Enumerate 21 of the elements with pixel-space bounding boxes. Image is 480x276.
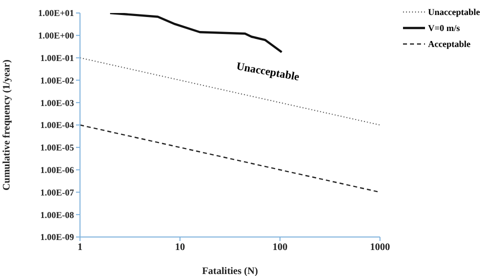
y-tick-label: 1.00E-05 (40, 142, 74, 153)
y-tick-label: 1.00E-03 (40, 98, 74, 108)
x-tick-label: 1000 (370, 242, 390, 254)
x-axis-title: Fatalities (N) (202, 266, 258, 276)
y-tick-label: 1.00E+00 (38, 30, 74, 41)
y-tick-label: 1.00E-02 (40, 75, 74, 86)
y-tick-label: 1.00E-09 (40, 232, 74, 242)
y-tick-label: 1.00E+01 (38, 8, 74, 18)
y-tick-label: 1.00E-07 (40, 187, 74, 198)
y-tick-label: 1.00E-06 (40, 164, 74, 175)
annotation: Unacceptable (235, 60, 300, 84)
legend-label: Acceptable (428, 39, 470, 49)
legend-label: Unacceptable (428, 7, 480, 17)
y-axis-title: Cumulative frequency (1/year) (2, 60, 13, 190)
x-tick-label: 10 (175, 242, 185, 254)
y-tick-label: 1.00E-04 (40, 120, 74, 130)
x-tick-label: 1 (78, 242, 82, 254)
y-tick-label: 1.00E-01 (40, 52, 74, 63)
y-tick-label: 1.00E-08 (40, 210, 74, 220)
legend-label: V=0 m/s (428, 23, 460, 33)
x-tick-label: 100 (272, 242, 288, 254)
